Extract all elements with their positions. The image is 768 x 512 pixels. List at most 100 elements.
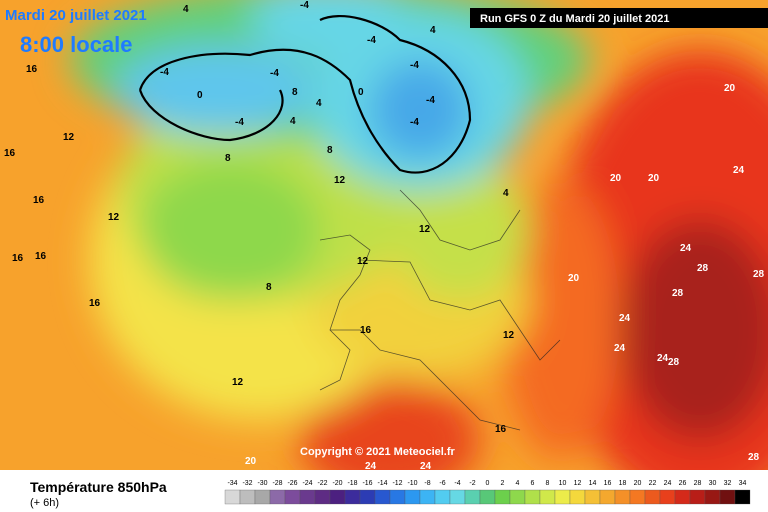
contour-label: -4 xyxy=(426,95,435,106)
contour-label: -4 xyxy=(270,68,279,79)
scale-swatch xyxy=(314,489,331,505)
scale-swatch xyxy=(224,489,241,505)
contour-label: 24 xyxy=(680,243,692,254)
scale-swatch xyxy=(704,489,721,505)
scale-swatch xyxy=(509,489,526,505)
scale-swatch xyxy=(269,489,286,505)
scale-label: -30 xyxy=(257,480,267,487)
scale-label: 0 xyxy=(486,480,490,487)
scale-swatch xyxy=(689,489,706,505)
contour-label: 16 xyxy=(35,251,47,262)
scale-label: -26 xyxy=(287,480,297,487)
scale-swatch xyxy=(644,489,661,505)
scale-swatch xyxy=(524,489,541,505)
contour-label: -4 xyxy=(367,35,376,46)
scale-swatch xyxy=(734,489,751,505)
scale-swatch xyxy=(254,489,271,505)
contour-label: -4 xyxy=(410,117,419,128)
scale-label: -34 xyxy=(227,480,237,487)
contour-label: 20 xyxy=(724,83,736,94)
contour-label: 16 xyxy=(26,64,38,75)
contour-label: 8 xyxy=(292,87,298,98)
scale-label: 14 xyxy=(589,480,597,487)
contour-label: 16 xyxy=(89,298,101,309)
scale-swatch xyxy=(584,489,601,505)
scale-swatch xyxy=(464,489,481,505)
contour-label: 20 xyxy=(648,173,660,184)
contour-label: 12 xyxy=(503,330,515,341)
scale-label: 2 xyxy=(501,480,505,487)
scale-label: -20 xyxy=(332,480,342,487)
contour-label: 28 xyxy=(748,452,760,463)
scale-label: -4 xyxy=(454,480,460,487)
scale-label: 34 xyxy=(739,480,747,487)
contour-label: 4 xyxy=(183,4,189,15)
contour-label: 24 xyxy=(420,461,432,472)
scale-label: -14 xyxy=(377,480,387,487)
scale-label: 20 xyxy=(634,480,642,487)
contour-label: 8 xyxy=(266,282,272,293)
time: 8:00 locale xyxy=(20,32,133,57)
copyright: Copyright © 2021 Meteociel.fr xyxy=(300,446,456,458)
run-info: Run GFS 0 Z du Mardi 20 juillet 2021 xyxy=(480,13,670,25)
scale-swatch xyxy=(374,489,391,505)
contour-label: 12 xyxy=(419,224,431,235)
scale-label: -2 xyxy=(469,480,475,487)
contour-label: 12 xyxy=(63,132,75,143)
scale-label: 32 xyxy=(724,480,732,487)
contour-label: 8 xyxy=(225,153,231,164)
scale-label: 18 xyxy=(619,480,627,487)
contour-label: 28 xyxy=(672,288,684,299)
contour-label: 16 xyxy=(360,325,372,336)
scale-label: -32 xyxy=(242,480,252,487)
scale-label: 12 xyxy=(574,480,582,487)
contour-label: 4 xyxy=(290,116,296,127)
contour-label: 28 xyxy=(753,269,765,280)
scale-swatch xyxy=(539,489,556,505)
contour-label: 24 xyxy=(733,165,745,176)
scale-swatch xyxy=(569,489,586,505)
contour-label: 24 xyxy=(365,461,377,472)
scale-swatch xyxy=(404,489,421,505)
contour-label: 24 xyxy=(619,313,631,324)
scale-swatch xyxy=(329,489,346,505)
contour-label: -4 xyxy=(235,117,244,128)
scale-swatch xyxy=(344,489,361,505)
contour-label: 28 xyxy=(697,263,709,274)
lead-time: (+ 6h) xyxy=(30,497,59,509)
scale-swatch xyxy=(674,489,691,505)
contour-label: 12 xyxy=(232,377,244,388)
scale-label: -18 xyxy=(347,480,357,487)
scale-swatch xyxy=(719,489,736,505)
scale-label: 16 xyxy=(604,480,612,487)
scale-label: -24 xyxy=(302,480,312,487)
contour-label: 16 xyxy=(495,424,507,435)
scale-swatch xyxy=(389,489,406,505)
contour-label: 12 xyxy=(108,212,120,223)
contour-label: 12 xyxy=(357,256,369,267)
contour-label: 8 xyxy=(327,145,333,156)
contour-label: 16 xyxy=(12,253,24,264)
contour-label: 4 xyxy=(430,25,436,36)
scale-label: 30 xyxy=(709,480,717,487)
scale-label: -22 xyxy=(317,480,327,487)
scale-label: 6 xyxy=(531,480,535,487)
contour-label: -4 xyxy=(300,0,309,11)
scale-swatch xyxy=(359,489,376,505)
scale-swatch xyxy=(554,489,571,505)
scale-label: 10 xyxy=(559,480,567,487)
scale-label: 26 xyxy=(679,480,687,487)
contour-label: 0 xyxy=(358,87,364,98)
contour-label: 24 xyxy=(657,353,669,364)
scale-label: 22 xyxy=(649,480,657,487)
scale-label: -16 xyxy=(362,480,372,487)
scale-label: -6 xyxy=(439,480,445,487)
scale-swatch xyxy=(479,489,496,505)
contour-label: 16 xyxy=(33,195,45,206)
contour-label: -4 xyxy=(410,60,419,71)
scale-swatch xyxy=(419,489,436,505)
date: Mardi 20 juillet 2021 xyxy=(5,7,147,24)
